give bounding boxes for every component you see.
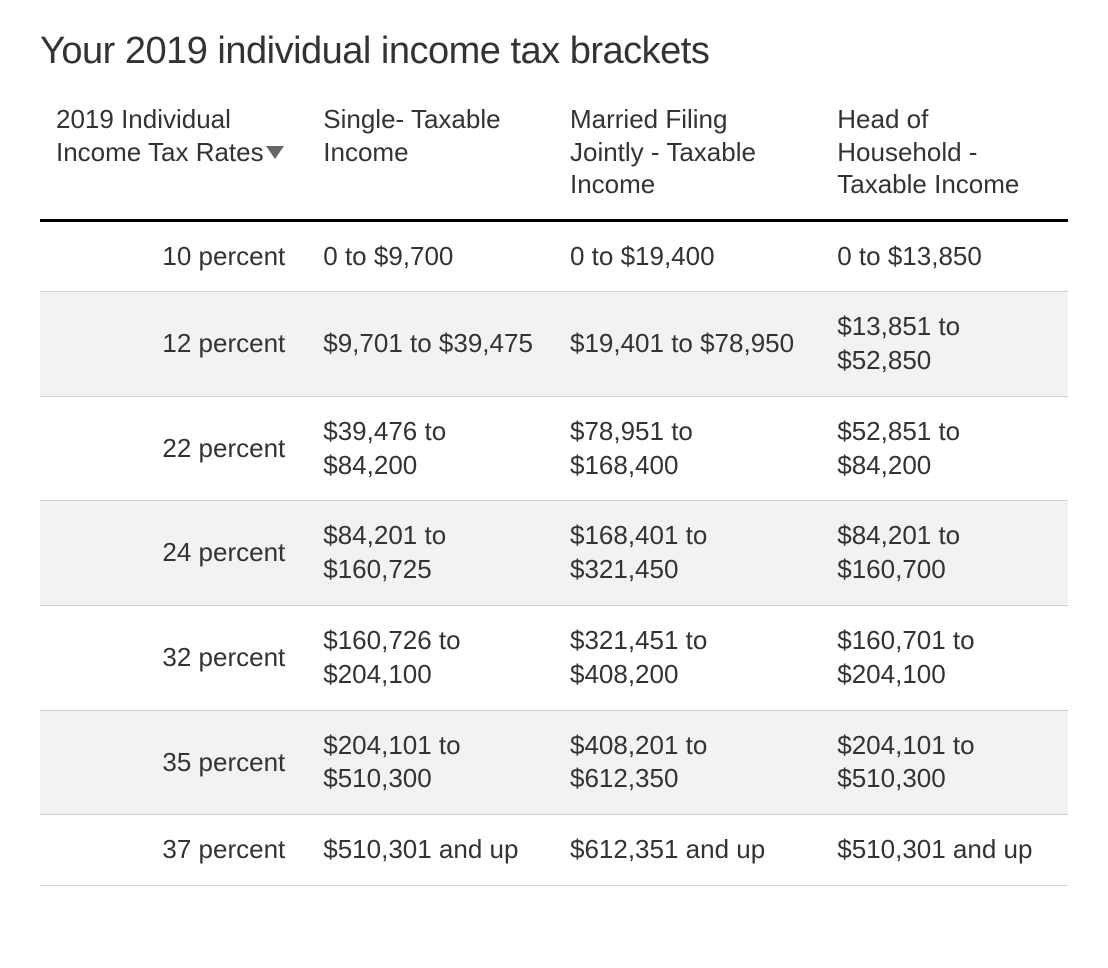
- single-cell: $204,101 to $510,300: [307, 710, 554, 815]
- column-header-label: Head of Household - Taxable Income: [837, 104, 1019, 199]
- hoh-cell: 0 to $13,850: [821, 220, 1068, 292]
- column-header-label: Married Filing Jointly - Taxable Income: [570, 104, 756, 199]
- table-row: 10 percent 0 to $9,700 0 to $19,400 0 to…: [40, 220, 1068, 292]
- hoh-cell: $84,201 to $160,700: [821, 501, 1068, 606]
- hoh-cell: $204,101 to $510,300: [821, 710, 1068, 815]
- hoh-cell: $510,301 and up: [821, 815, 1068, 886]
- single-cell: $160,726 to $204,100: [307, 606, 554, 711]
- column-header-hoh[interactable]: Head of Household - Taxable Income: [821, 93, 1068, 220]
- table-row: 32 percent $160,726 to $204,100 $321,451…: [40, 606, 1068, 711]
- mfj-cell: 0 to $19,400: [554, 220, 821, 292]
- single-cell: 0 to $9,700: [307, 220, 554, 292]
- hoh-cell: $160,701 to $204,100: [821, 606, 1068, 711]
- rate-cell: 24 percent: [40, 501, 307, 606]
- column-header-label: 2019 Individual Income Tax Rates: [56, 104, 264, 167]
- mfj-cell: $168,401 to $321,450: [554, 501, 821, 606]
- table-row: 12 percent $9,701 to $39,475 $19,401 to …: [40, 292, 1068, 397]
- table-row: 37 percent $510,301 and up $612,351 and …: [40, 815, 1068, 886]
- single-cell: $39,476 to $84,200: [307, 396, 554, 501]
- mfj-cell: $321,451 to $408,200: [554, 606, 821, 711]
- rate-cell: 22 percent: [40, 396, 307, 501]
- column-header-mfj[interactable]: Married Filing Jointly - Taxable Income: [554, 93, 821, 220]
- mfj-cell: $408,201 to $612,350: [554, 710, 821, 815]
- page-title: Your 2019 individual income tax brackets: [40, 30, 1068, 73]
- rate-cell: 37 percent: [40, 815, 307, 886]
- rate-cell: 32 percent: [40, 606, 307, 711]
- table-row: 24 percent $84,201 to $160,725 $168,401 …: [40, 501, 1068, 606]
- tax-brackets-table: 2019 Individual Income Tax Rates Single-…: [40, 93, 1068, 886]
- sort-desc-icon: [266, 146, 284, 159]
- hoh-cell: $52,851 to $84,200: [821, 396, 1068, 501]
- mfj-cell: $78,951 to $168,400: [554, 396, 821, 501]
- column-header-rates[interactable]: 2019 Individual Income Tax Rates: [40, 93, 307, 220]
- rate-cell: 10 percent: [40, 220, 307, 292]
- mfj-cell: $612,351 and up: [554, 815, 821, 886]
- mfj-cell: $19,401 to $78,950: [554, 292, 821, 397]
- single-cell: $84,201 to $160,725: [307, 501, 554, 606]
- column-header-label: Single- Taxable Income: [323, 104, 500, 167]
- single-cell: $9,701 to $39,475: [307, 292, 554, 397]
- table-header-row: 2019 Individual Income Tax Rates Single-…: [40, 93, 1068, 220]
- table-row: 35 percent $204,101 to $510,300 $408,201…: [40, 710, 1068, 815]
- single-cell: $510,301 and up: [307, 815, 554, 886]
- rate-cell: 35 percent: [40, 710, 307, 815]
- column-header-single[interactable]: Single- Taxable Income: [307, 93, 554, 220]
- hoh-cell: $13,851 to $52,850: [821, 292, 1068, 397]
- table-row: 22 percent $39,476 to $84,200 $78,951 to…: [40, 396, 1068, 501]
- rate-cell: 12 percent: [40, 292, 307, 397]
